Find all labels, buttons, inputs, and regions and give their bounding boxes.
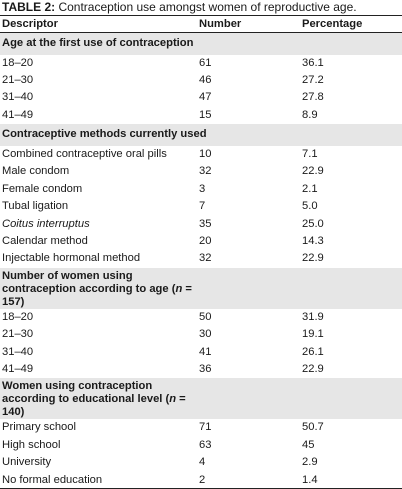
table-row: University 4 2.9 bbox=[0, 454, 402, 471]
row-descriptor: 31–40 bbox=[2, 91, 34, 104]
section-title-count: = 157) bbox=[2, 282, 192, 308]
row-number: 50 bbox=[199, 310, 212, 323]
row-descriptor: Coitus interruptus bbox=[2, 217, 90, 230]
table-caption: TABLE 2: Contraception use amongst women… bbox=[2, 0, 357, 14]
table-row: Female condom 3 2.1 bbox=[0, 181, 402, 198]
row-percentage: 50.7 bbox=[302, 421, 324, 434]
section-header: Women using contraception according to e… bbox=[0, 378, 402, 420]
row-number: 2 bbox=[197, 471, 300, 489]
table-row: 41–49 36 22.9 bbox=[0, 361, 402, 378]
row-percentage: 8.9 bbox=[302, 108, 318, 121]
table-row: High school 63 45 bbox=[0, 437, 402, 454]
table-row: 21–30 46 27.2 bbox=[0, 72, 402, 89]
row-percentage: 27.2 bbox=[302, 73, 324, 86]
row-number: 41 bbox=[199, 345, 212, 358]
section-title-text: Number of women using contraception acco… bbox=[2, 269, 176, 295]
table-row: 18–20 50 31.9 bbox=[0, 309, 402, 326]
section-title-n: n bbox=[169, 393, 177, 406]
row-descriptor: Tubal ligation bbox=[2, 200, 69, 213]
row-number: 4 bbox=[199, 456, 206, 469]
section-title: Contraceptive methods currently used bbox=[0, 124, 402, 147]
row-descriptor: Combined contraceptive oral pills bbox=[2, 148, 167, 161]
row-number: 3 bbox=[199, 182, 206, 195]
section-header: Contraceptive methods currently used bbox=[0, 124, 402, 147]
row-descriptor: 21–30 bbox=[2, 73, 34, 86]
section-title-text: Women using contraception according to e… bbox=[2, 380, 170, 406]
row-percentage: 25.0 bbox=[302, 217, 324, 230]
row-number: 15 bbox=[199, 108, 212, 121]
row-percentage: 22.9 bbox=[302, 165, 324, 178]
table-label: TABLE 2: bbox=[2, 0, 56, 14]
table-row: Primary school 71 50.7 bbox=[0, 419, 402, 436]
row-descriptor: 18–20 bbox=[2, 56, 34, 69]
row-percentage: 7.1 bbox=[302, 148, 318, 161]
table-row: Tubal ligation 7 5.0 bbox=[0, 198, 402, 215]
table-row: Coitus interruptus 35 25.0 bbox=[0, 216, 402, 233]
row-descriptor: 18–20 bbox=[2, 310, 34, 323]
section-title: Women using contraception according to e… bbox=[0, 378, 402, 420]
row-number: 10 bbox=[199, 148, 212, 161]
header-percentage: Percentage bbox=[300, 15, 402, 33]
table-row: No formal education 2 1.4 bbox=[0, 471, 402, 489]
section-title-count: = 140) bbox=[2, 393, 186, 419]
table-row: 31–40 41 26.1 bbox=[0, 344, 402, 361]
row-descriptor: Calendar method bbox=[2, 235, 88, 248]
row-percentage: 45 bbox=[302, 438, 315, 451]
table-row: 31–40 47 27.8 bbox=[0, 89, 402, 106]
row-descriptor: 41–49 bbox=[2, 108, 34, 121]
header-descriptor: Descriptor bbox=[0, 15, 197, 33]
row-descriptor: No formal education bbox=[0, 471, 197, 489]
row-number: 46 bbox=[199, 73, 212, 86]
row-percentage: 27.8 bbox=[302, 91, 324, 104]
table-caption-text: Contraception use amongst women of repro… bbox=[55, 0, 357, 14]
section-title: Number of women using contraception acco… bbox=[0, 267, 402, 309]
row-descriptor: Primary school bbox=[2, 421, 76, 434]
row-number: 63 bbox=[199, 438, 212, 451]
row-percentage: 22.9 bbox=[302, 252, 324, 265]
section-header: Number of women using contraception acco… bbox=[0, 267, 402, 309]
row-percentage: 31.9 bbox=[302, 310, 324, 323]
header-number: Number bbox=[197, 15, 300, 33]
row-percentage: 14.3 bbox=[302, 235, 324, 248]
row-descriptor: 41–49 bbox=[2, 362, 34, 375]
row-number: 30 bbox=[199, 328, 212, 341]
row-number: 71 bbox=[199, 421, 212, 434]
table-row: 18–20 61 36.1 bbox=[0, 55, 402, 72]
contraception-table: Descriptor Number Percentage Age at the … bbox=[0, 15, 402, 489]
row-descriptor: 21–30 bbox=[2, 328, 34, 341]
row-descriptor: University bbox=[2, 456, 52, 469]
row-descriptor: Female condom bbox=[2, 182, 83, 195]
row-percentage: 2.9 bbox=[302, 456, 318, 469]
row-number: 20 bbox=[199, 235, 212, 248]
row-number: 47 bbox=[199, 91, 212, 104]
table-row: 41–49 15 8.9 bbox=[0, 107, 402, 124]
row-percentage: 1.4 bbox=[300, 471, 402, 489]
row-number: 61 bbox=[199, 56, 212, 69]
section-title-n: n bbox=[175, 282, 183, 295]
table-row: 21–30 30 19.1 bbox=[0, 326, 402, 343]
table-row: Male condom 32 22.9 bbox=[0, 163, 402, 180]
row-percentage: 26.1 bbox=[302, 345, 324, 358]
row-percentage: 5.0 bbox=[302, 200, 318, 213]
row-percentage: 36.1 bbox=[302, 56, 324, 69]
section-header: Age at the first use of contraception bbox=[0, 32, 402, 55]
row-number: 7 bbox=[199, 200, 206, 213]
row-number: 32 bbox=[199, 165, 212, 178]
row-number: 35 bbox=[199, 217, 212, 230]
table-header-row: Descriptor Number Percentage bbox=[0, 15, 402, 33]
row-descriptor: Injectable hormonal method bbox=[2, 252, 141, 265]
table-row: Calendar method 20 14.3 bbox=[0, 233, 402, 250]
row-number: 36 bbox=[199, 362, 212, 375]
row-descriptor: High school bbox=[2, 438, 61, 451]
row-descriptor: Male condom bbox=[2, 165, 70, 178]
table-row: Injectable hormonal method 32 22.9 bbox=[0, 250, 402, 267]
table-row: Combined contraceptive oral pills 10 7.1 bbox=[0, 146, 402, 163]
row-descriptor: 31–40 bbox=[2, 345, 34, 358]
row-percentage: 22.9 bbox=[302, 362, 324, 375]
row-percentage: 2.1 bbox=[302, 182, 318, 195]
row-number: 32 bbox=[199, 252, 212, 265]
row-percentage: 19.1 bbox=[302, 328, 324, 341]
section-title: Age at the first use of contraception bbox=[0, 32, 402, 55]
